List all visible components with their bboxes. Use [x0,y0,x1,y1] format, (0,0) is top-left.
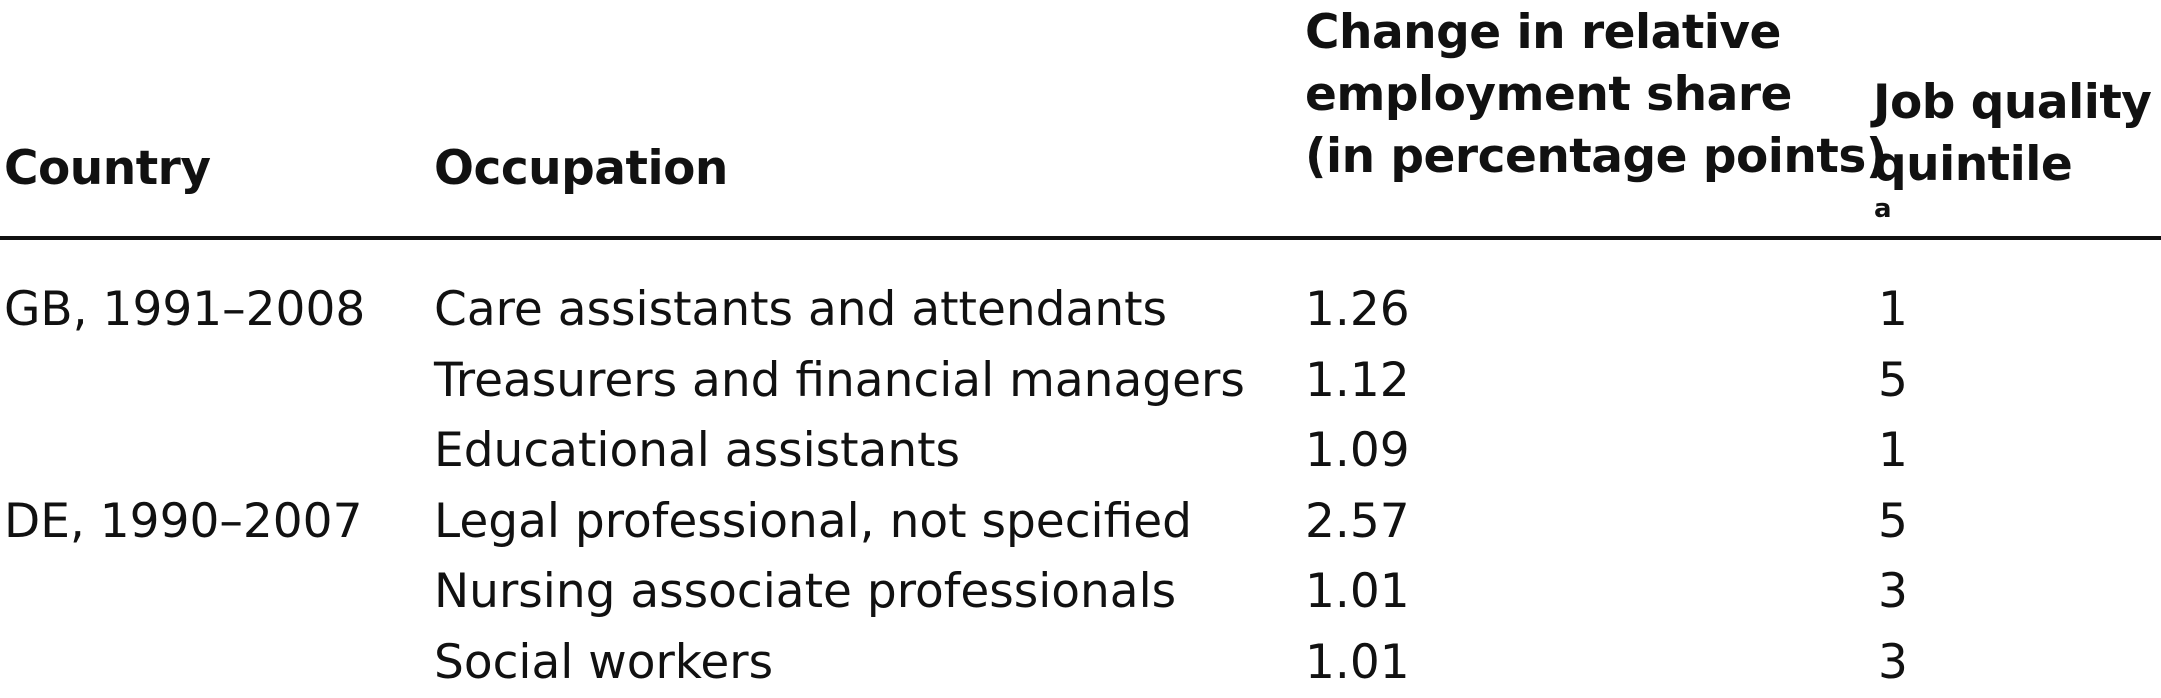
cell-country: DE, 1990–2007 [4,487,363,557]
header-divider-rule [0,236,2161,240]
cell-occupation: Treasurers and financial managers [434,346,1245,416]
header-quintile-line-1: Job quality [1873,72,2151,134]
cell-quintile: 5 [1873,487,1913,557]
cell-occupation: Nursing associate professionals [434,557,1176,627]
cell-quintile: 5 [1873,346,1913,416]
cell-country: GB, 1991–2008 [4,275,365,345]
table-row: Educational assistants 1.09 1 [0,416,2161,487]
cell-quintile: 1 [1873,416,1913,486]
cell-occupation: Legal professional, not specified [434,487,1192,557]
cell-change: 1.01 [1305,557,1410,627]
table-body: GB, 1991–2008 Care assistants and attend… [0,275,2161,698]
table-row: DE, 1990–2007 Legal professional, not sp… [0,487,2161,558]
footnote-marker: a [1874,178,2151,240]
cell-change: 2.57 [1305,487,1410,557]
header-change-in-employment-share: Change in relative employment share (in … [1305,2,1887,188]
cell-quintile: 3 [1873,628,1913,698]
header-change-line-1: Change in relative [1305,2,1887,64]
cell-occupation: Social workers [434,628,773,698]
header-change-line-3: (in percentage points) [1305,126,1887,188]
table-row: Treasurers and financial managers 1.12 5 [0,346,2161,417]
cell-change: 1.09 [1305,416,1410,486]
header-change-line-2: employment share [1305,64,1887,126]
cell-change: 1.26 [1305,275,1410,345]
cell-occupation: Care assistants and attendants [434,275,1167,345]
cell-quintile: 3 [1873,557,1913,627]
table-row: Nursing associate professionals 1.01 3 [0,557,2161,628]
cell-occupation: Educational assistants [434,416,960,486]
table-row: Social workers 1.01 3 [0,628,2161,698]
cell-change: 1.12 [1305,346,1410,416]
header-country: Country [4,138,211,200]
cell-quintile: 1 [1873,275,1913,345]
header-occupation: Occupation [434,138,728,200]
cell-change: 1.01 [1305,628,1410,698]
table-row: GB, 1991–2008 Care assistants and attend… [0,275,2161,346]
